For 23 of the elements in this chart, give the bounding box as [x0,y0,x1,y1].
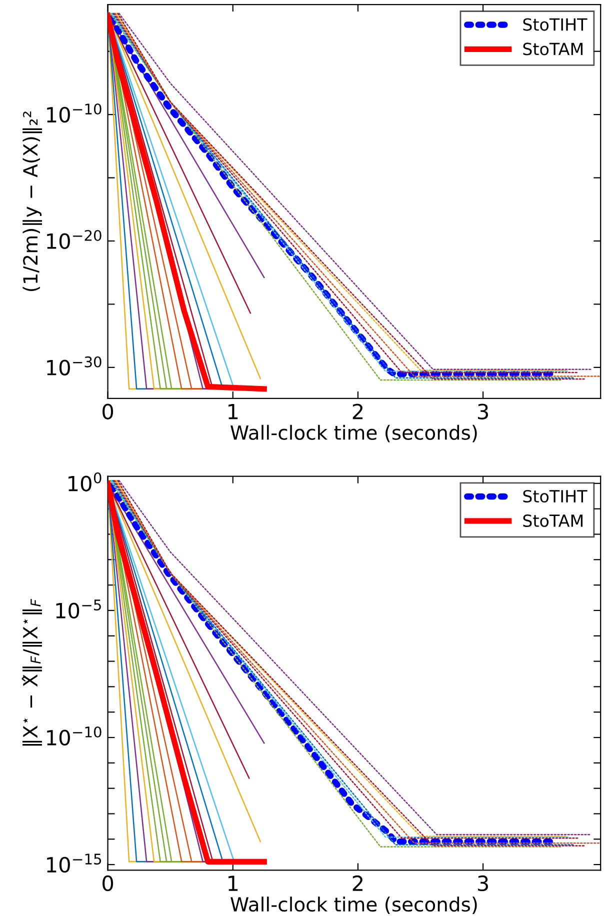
x-tick-label: 3 [478,875,488,892]
y-tick-label: 10$^{−5}$ [56,600,101,619]
x-tick-label: 1 [228,876,238,891]
x-tick-label: 3 [478,404,488,420]
legend-label: StoTIHT [523,490,588,503]
y-axis-title: (1/2m)‖y − A(X)‖₂² [22,112,42,292]
legend-label: StoTAM [523,514,582,528]
x-axis-title: Wall-clock time (seconds) [230,896,477,914]
y-tick-label: 10$^{−30}$ [47,356,102,376]
y-axis-title: ‖X$^{⋆}$ − X̂‖$_{F}$/‖X$^{⋆}$‖$_{F}$ [22,598,42,746]
x-axis-title: Wall-clock time (seconds) [230,424,477,442]
x-tick-label: 2 [352,404,362,420]
legend-label: StoTAM [523,42,582,56]
y-tick-label: 10$^{−20}$ [47,230,102,250]
x-tick-label: 0 [102,404,114,420]
y-tick-label: 10$^{−15}$ [47,854,102,873]
x-tick-label: 0 [102,875,114,892]
x-tick-label: 2 [352,875,362,891]
legend-label: StoTIHT [523,18,588,31]
y-tick-label: 10$^{0}$ [68,472,102,492]
y-tick-label: 10$^{−10}$ [47,726,102,746]
x-tick-label: 1 [228,404,238,420]
y-tick-label: 10$^{−10}$ [47,104,102,123]
